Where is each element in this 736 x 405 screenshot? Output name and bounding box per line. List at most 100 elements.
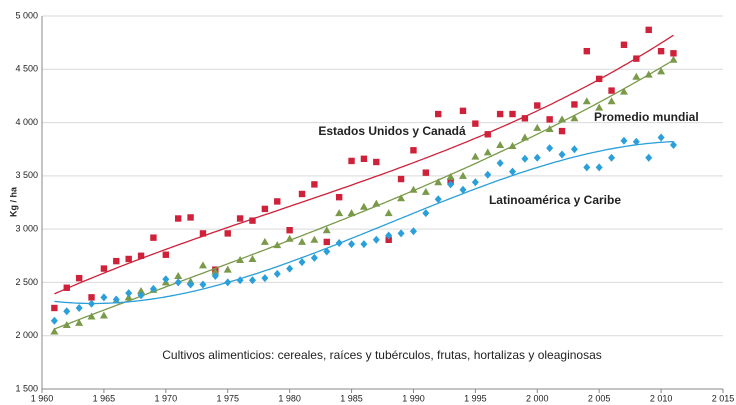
x-tick-label: 1 960 — [31, 393, 54, 403]
x-tick-label: 1 980 — [278, 393, 301, 403]
point — [51, 304, 58, 312]
point — [434, 195, 442, 204]
point — [570, 114, 579, 122]
point — [607, 97, 616, 105]
point — [360, 240, 368, 249]
point — [484, 131, 491, 138]
point — [162, 275, 170, 284]
point — [409, 227, 417, 236]
point — [359, 202, 368, 210]
x-tick-label: 2 010 — [650, 393, 673, 403]
y-axis-label: Kg / ha — [8, 186, 18, 217]
x-tick-label: 2 000 — [526, 393, 549, 403]
point — [645, 26, 652, 34]
point — [633, 55, 640, 62]
point — [199, 230, 207, 237]
point — [595, 103, 604, 111]
point — [509, 167, 517, 176]
point — [669, 55, 678, 63]
point — [211, 272, 219, 281]
point — [75, 274, 83, 282]
point — [310, 253, 318, 262]
point — [620, 136, 628, 145]
point — [187, 280, 195, 289]
point — [311, 181, 318, 188]
point — [175, 215, 182, 222]
point — [521, 115, 529, 122]
point — [385, 236, 392, 243]
point — [248, 254, 257, 262]
point — [236, 256, 245, 264]
point — [162, 251, 170, 258]
y-tick-label: 4 500 — [15, 64, 38, 74]
point — [384, 209, 393, 217]
point — [608, 87, 615, 94]
point — [533, 153, 541, 162]
point — [509, 110, 516, 118]
point — [472, 120, 479, 127]
point — [125, 289, 133, 298]
point — [87, 312, 96, 320]
point — [360, 155, 368, 163]
point — [113, 257, 120, 265]
point — [274, 198, 281, 205]
point — [236, 215, 244, 222]
point — [260, 237, 269, 245]
point — [125, 255, 132, 263]
trend-line — [54, 34, 674, 295]
point — [397, 229, 405, 238]
point — [571, 101, 578, 108]
series-label: Promedio mundial — [594, 110, 699, 124]
point — [286, 227, 293, 234]
point — [137, 286, 146, 294]
point — [558, 115, 567, 123]
point — [149, 284, 157, 293]
point — [471, 178, 479, 187]
point — [657, 133, 665, 142]
point — [211, 267, 220, 275]
point — [323, 247, 331, 256]
point — [198, 261, 207, 269]
point — [100, 265, 108, 272]
y-tick-label: 2 000 — [15, 330, 38, 340]
point — [670, 50, 677, 57]
point — [521, 154, 529, 163]
x-tick-label: 1 995 — [464, 393, 487, 403]
point — [595, 163, 603, 172]
point — [273, 269, 281, 278]
x-tick-label: 1 975 — [216, 393, 239, 403]
point — [508, 142, 517, 150]
point — [323, 238, 330, 246]
x-tick-label: 2 015 — [712, 393, 735, 403]
x-tick-label: 1 985 — [340, 393, 363, 403]
point — [644, 70, 653, 78]
point — [458, 171, 467, 179]
x-tick-label: 2 005 — [588, 393, 611, 403]
y-tick-label: 2 500 — [15, 277, 38, 287]
point — [385, 231, 393, 240]
point — [150, 234, 157, 241]
point — [236, 276, 244, 285]
point — [348, 157, 355, 165]
point — [322, 226, 331, 234]
point — [347, 209, 356, 217]
point — [620, 41, 628, 48]
point — [248, 276, 256, 285]
y-tick-label: 5 000 — [15, 10, 38, 20]
point — [372, 235, 380, 244]
point — [422, 169, 430, 176]
point — [174, 272, 183, 280]
point — [446, 172, 455, 180]
point — [608, 153, 616, 162]
point — [75, 304, 83, 313]
point — [372, 199, 381, 207]
point — [422, 209, 430, 218]
point — [496, 140, 505, 148]
point — [570, 145, 578, 154]
point — [261, 274, 269, 283]
point — [335, 209, 344, 217]
point — [595, 75, 603, 83]
point — [298, 258, 306, 267]
point — [546, 144, 554, 153]
point — [533, 123, 542, 131]
